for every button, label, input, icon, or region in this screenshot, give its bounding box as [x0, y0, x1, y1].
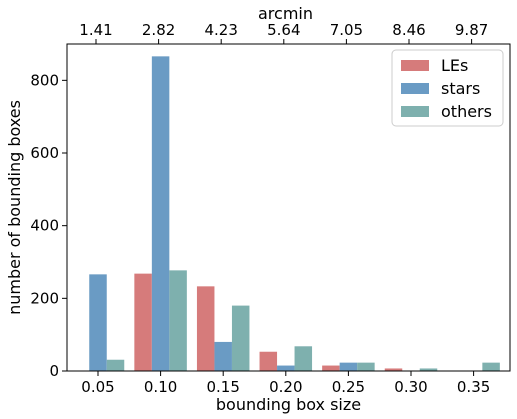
x-tick-label: 0.35 — [457, 378, 490, 396]
bar-LEs-0.30 — [384, 368, 403, 371]
x-axis-label: bounding box size — [216, 395, 361, 414]
top-tick-label: 1.41 — [79, 21, 112, 39]
legend-swatch-LEs — [401, 60, 429, 71]
bar-stars-0.10 — [151, 56, 170, 371]
bar-others-0.25 — [357, 362, 375, 371]
x-tick-label: 0.15 — [206, 378, 239, 396]
bar-others-0.35 — [482, 362, 500, 371]
y-tick-label: 400 — [30, 217, 59, 235]
y-axis-label: number of bounding boxes — [5, 100, 24, 315]
top-tick-label: 5.64 — [267, 21, 300, 39]
top-tick-label: 2.82 — [142, 21, 175, 39]
top-axis-label: arcmin — [258, 4, 313, 23]
x-tick-label: 0.25 — [332, 378, 365, 396]
top-tick-label: 8.46 — [392, 21, 425, 39]
bar-others-0.20 — [294, 346, 313, 371]
legend-label-others: others — [441, 102, 492, 121]
bar-stars-0.20 — [277, 365, 295, 371]
x-tick-label: 0.10 — [144, 378, 177, 396]
bar-stars-0.25 — [339, 362, 358, 371]
top-tick-label: 4.23 — [204, 21, 237, 39]
bar-LEs-0.25 — [322, 365, 340, 371]
x-tick-label: 0.05 — [81, 378, 114, 396]
top-tick-label: 9.87 — [455, 21, 488, 39]
top-tick-label: 7.05 — [330, 21, 363, 39]
legend-swatch-stars — [401, 83, 429, 94]
y-tick-label: 0 — [49, 362, 59, 380]
x-tick-label: 0.30 — [394, 378, 427, 396]
legend-label-LEs: LEs — [441, 56, 468, 75]
bar-stars-0.15 — [214, 341, 232, 371]
bar-LEs-0.20 — [259, 351, 278, 371]
x-tick-label: 0.20 — [269, 378, 302, 396]
bar-stars-0.05 — [89, 274, 107, 371]
bar-others-0.15 — [231, 305, 250, 371]
y-tick-label: 600 — [30, 144, 59, 162]
bar-LEs-0.15 — [196, 286, 215, 371]
y-tick-label: 800 — [30, 71, 59, 89]
bar-LEs-0.10 — [134, 273, 152, 371]
bar-others-0.30 — [419, 368, 438, 371]
legend-swatch-others — [401, 106, 429, 117]
y-tick-label: 200 — [30, 289, 59, 307]
bar-others-0.05 — [106, 359, 125, 371]
bar-others-0.10 — [169, 270, 187, 371]
plot-frame — [66, 43, 511, 372]
legend-label-stars: stars — [441, 79, 480, 98]
